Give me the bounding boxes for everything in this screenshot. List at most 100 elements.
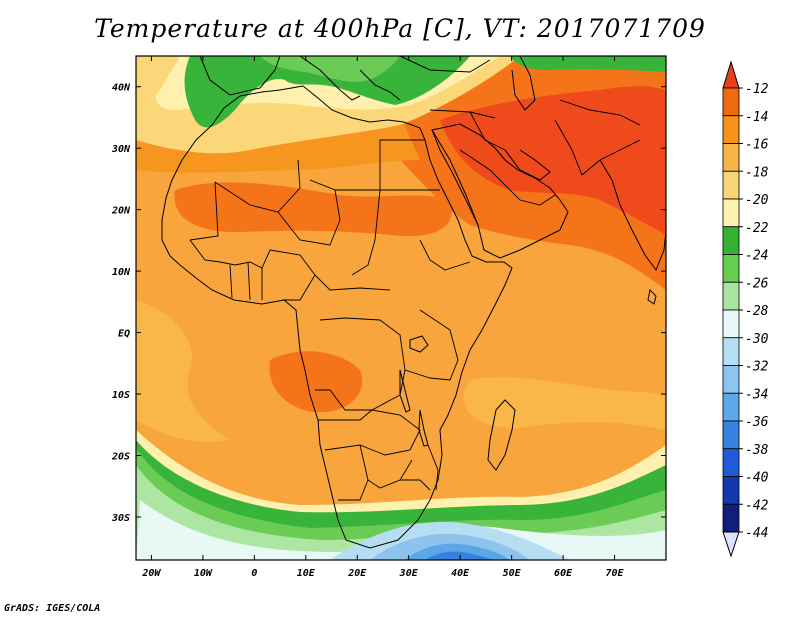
- contour-minus18-atlantic: [136, 300, 230, 442]
- border-sudan-chad: [351, 189, 381, 276]
- colorbar-segment: [722, 226, 740, 255]
- lon-tick-label: 10E: [297, 568, 316, 579]
- colorbar-label: -38: [745, 443, 769, 458]
- contour-minus24-eurasia: [510, 56, 666, 72]
- border-cameroon-car: [314, 274, 391, 291]
- colorbar-segment: [722, 337, 740, 366]
- plot-frame: [135, 55, 667, 561]
- colorbar-segment: [722, 448, 740, 477]
- border-ivory-ghana: [229, 261, 263, 301]
- colorbar-label: -20: [745, 193, 769, 208]
- lon-tick-label: 10W: [194, 568, 213, 579]
- map-title: Temperature at 400hPa [C], VT: 201707170…: [94, 14, 706, 43]
- contour-minus12-asia: [440, 86, 666, 235]
- country-borders: [189, 99, 641, 501]
- colorbar-top-cap: [722, 60, 740, 89]
- india-coastline: [599, 159, 666, 272]
- sri-lanka: [647, 288, 657, 305]
- lon-tick-label: 20W: [141, 568, 161, 579]
- colorbar-segment: [722, 365, 740, 394]
- border-libya-egypt: [335, 139, 425, 191]
- colorbar-label: -32: [745, 360, 769, 375]
- longitude-axis: 20W 10W 0 10E 20E 30E 40E 50E 60E 70E: [141, 56, 625, 579]
- caspian-sea: [511, 56, 536, 111]
- border-saudi: [459, 149, 556, 206]
- lat-tick-label: 10N: [112, 267, 131, 278]
- border-kenya-tanzania: [404, 309, 459, 381]
- colorbar-label: -24: [745, 249, 768, 264]
- coastlines: [161, 56, 666, 549]
- border-iran-pakistan: [554, 119, 641, 176]
- colorbar-label: -12: [745, 82, 769, 97]
- border-drc: [315, 317, 406, 411]
- colorbar-segment: [722, 281, 740, 311]
- lat-tick-label: 20S: [111, 452, 130, 463]
- colorbar-label: -44: [745, 526, 768, 541]
- lon-tick-label: 20E: [347, 568, 367, 579]
- grads-credit: GrADS: IGES/COLA: [4, 603, 101, 614]
- colorbar-segment: [722, 115, 740, 144]
- colorbar-segment: [722, 476, 740, 505]
- greece-coastline: [359, 69, 401, 101]
- border-mozambique: [427, 444, 439, 491]
- lat-tick-label: 30N: [111, 144, 131, 155]
- contour-minus24-europe: [184, 56, 471, 128]
- persian-gulf: [504, 149, 551, 181]
- colorbar-label: -16: [745, 138, 769, 153]
- red-sea: [431, 129, 479, 226]
- border-namibia-botswana: [324, 444, 413, 489]
- border-afghanistan: [559, 99, 641, 126]
- africa-coastline: [161, 85, 513, 549]
- border-ethiopia: [419, 239, 471, 271]
- contour-minus14-sahel: [174, 182, 452, 237]
- lon-tick-label: 30E: [399, 568, 419, 579]
- border-zambia: [359, 409, 421, 456]
- colorbar-segment: [722, 420, 740, 450]
- colorbar-segment: [722, 392, 740, 422]
- lake-victoria: [409, 335, 429, 353]
- lon-tick-label: 50E: [503, 568, 522, 579]
- lat-tick-label: 40N: [112, 83, 131, 94]
- border-iraq: [469, 111, 506, 151]
- border-mali-mauritania: [189, 181, 219, 241]
- italy-coastline: [299, 56, 361, 101]
- border-niger-chad: [277, 179, 341, 246]
- black-sea-coast: [399, 56, 491, 73]
- colorbar-bottom-cap: [722, 531, 740, 558]
- colorbar-label: -40: [745, 471, 769, 486]
- colorbar-segment: [722, 170, 740, 200]
- colorbar-segment: [722, 254, 740, 283]
- lake-tanganyika: [399, 369, 411, 413]
- colorbar-segment: [722, 198, 740, 228]
- colorbar-segment: [722, 309, 740, 339]
- lat-tick-label: EQ: [118, 329, 130, 340]
- contour-minus14-congo: [269, 351, 363, 413]
- lon-tick-label: 0: [251, 568, 257, 579]
- lon-tick-label: 40E: [451, 568, 470, 579]
- colorbar-label: -14: [745, 110, 768, 125]
- border-south-africa: [338, 479, 431, 501]
- colorbar-label: -34: [745, 387, 768, 402]
- border-angola: [318, 409, 373, 421]
- colorbar-label: -30: [745, 332, 769, 347]
- lat-tick-label: 10S: [112, 390, 130, 401]
- lon-tick-label: 60E: [554, 568, 573, 579]
- iberia-coastline: [199, 56, 281, 96]
- colorbar: -12 -14 -16 -18 -20 -22 -24 -26 -28 -30 -32 -34 -36 -…: [722, 60, 769, 558]
- colorbar-label: -18: [745, 165, 769, 180]
- contour-minus38-south: [425, 551, 492, 560]
- colorbar-label: -28: [745, 304, 769, 319]
- latitude-axis: 40N 30N 20N 10N EQ 10S 20S 30S: [111, 83, 666, 524]
- colorbar-label: -36: [745, 415, 769, 430]
- lon-tick-label: 70E: [606, 568, 625, 579]
- colorbar-segment: [722, 87, 740, 117]
- madagascar: [487, 399, 516, 471]
- colorbar-segment: [722, 503, 740, 533]
- colorbar-label: -42: [745, 498, 769, 513]
- lake-malawi: [418, 409, 429, 447]
- lat-tick-label: 20N: [111, 206, 131, 217]
- colorbar-segment: [722, 143, 740, 172]
- lat-tick-label: 30S: [111, 513, 130, 524]
- colorbar-label: -22: [745, 221, 769, 236]
